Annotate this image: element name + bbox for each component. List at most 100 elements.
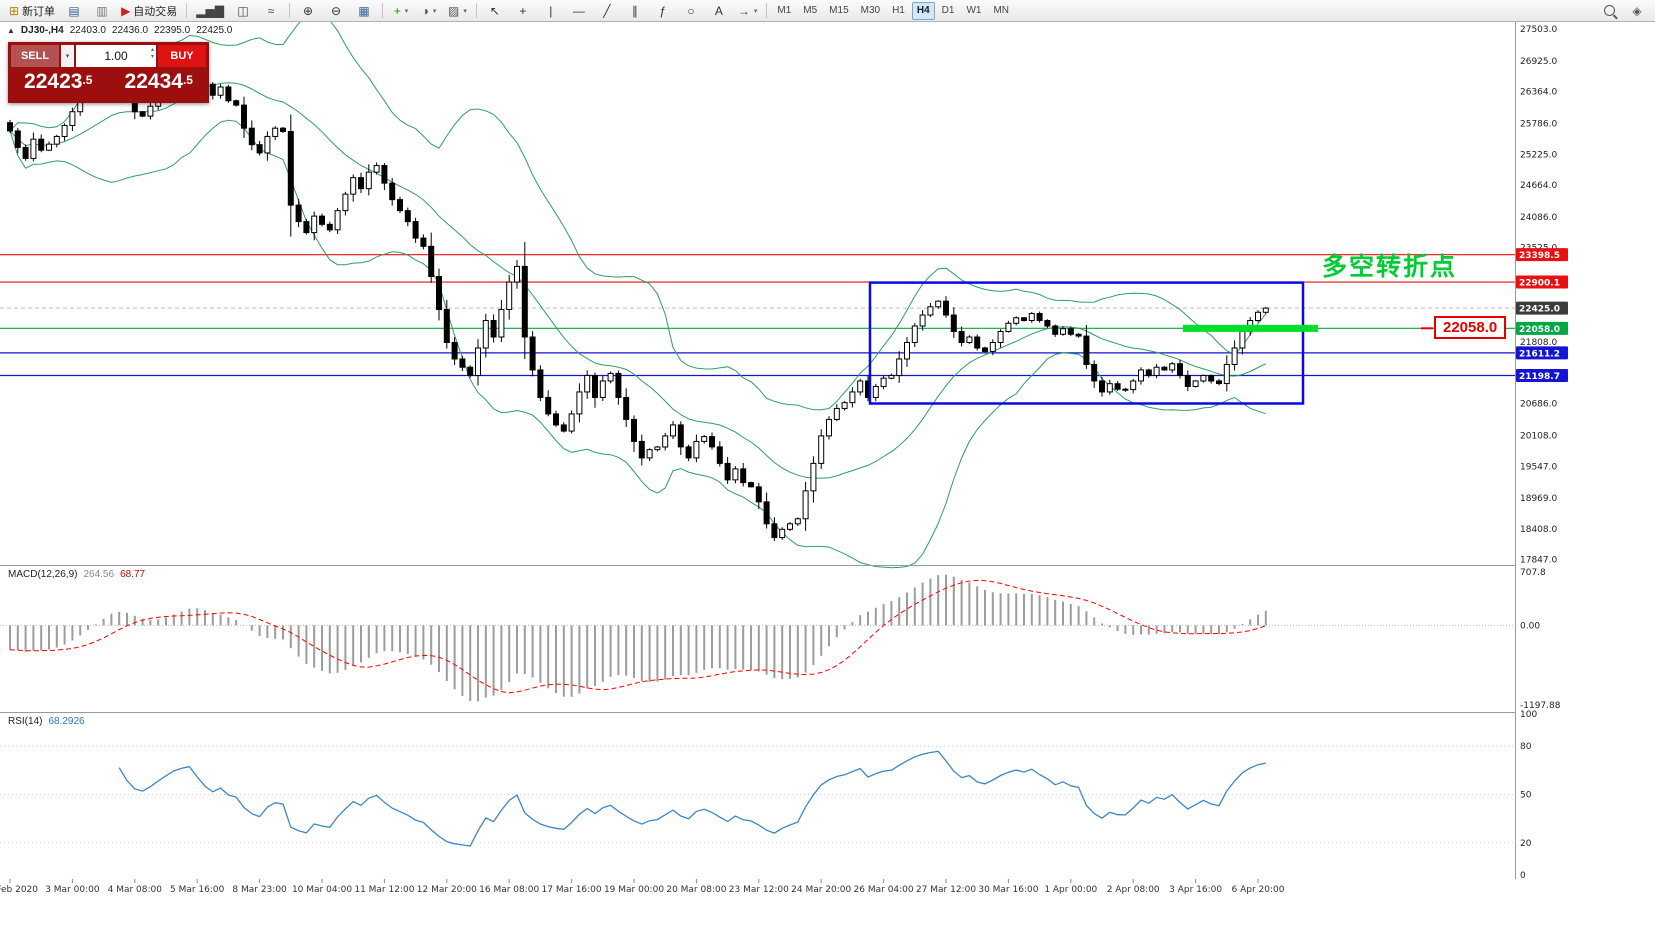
chart-window-button[interactable]: ▤	[61, 1, 87, 21]
candle-body	[1130, 380, 1137, 391]
candle-body	[1216, 380, 1222, 385]
profiles-button[interactable]: ▥	[89, 1, 115, 21]
horizontal-line-button[interactable]: —	[566, 1, 592, 21]
timeframe-M1[interactable]: M1	[777, 5, 792, 16]
new-order-button[interactable]: ⊞ 新订单	[5, 1, 59, 21]
candle-body	[22, 146, 29, 159]
toolbar-separator	[766, 3, 768, 18]
candle-body	[1052, 325, 1059, 335]
candle-body	[365, 171, 372, 190]
zoom-out-button[interactable]: ⊖	[323, 1, 349, 21]
candle-body	[319, 215, 325, 225]
rsi-axis-80: 80	[1520, 742, 1532, 752]
templates-icon: ▨	[447, 3, 460, 18]
candle-body	[514, 265, 520, 283]
templates-caret-icon: ▾	[463, 7, 467, 15]
candle-body	[397, 199, 403, 212]
search-icon	[1603, 5, 1615, 16]
macd-histogram	[9, 574, 1267, 702]
candle-body	[794, 518, 801, 525]
candle-body	[420, 237, 427, 247]
one-click-collapse-icon[interactable]: ▲	[7, 26, 15, 35]
fibonacci-button[interactable]: ƒ	[650, 1, 676, 21]
trendline-button[interactable]: ╱	[594, 1, 620, 21]
arrows-icon: →	[737, 3, 750, 18]
chart-canvas[interactable]: 27503.0 26925.0 26364.0 25786.0 25225.0 24664…	[0, 22, 1655, 945]
volume-down-arrow[interactable]: ▾	[150, 54, 154, 61]
periods-button[interactable]: ◑ ▾	[416, 1, 442, 21]
toolbar-right: ◈	[1595, 1, 1651, 21]
candle-body	[373, 165, 380, 173]
time-label: 3 Apr 16:00	[1169, 885, 1222, 895]
grid-layout-icon: ◈	[1632, 3, 1642, 18]
candle-body	[7, 122, 13, 132]
timeframe-M15[interactable]: M15	[829, 5, 849, 16]
bar-chart-button[interactable]: ▂▅▇	[192, 1, 228, 21]
timeframe-H4[interactable]: H4	[911, 1, 935, 20]
rsi-axis-20: 20	[1520, 839, 1532, 849]
volume-up-arrow[interactable]: ▴	[150, 47, 154, 53]
timeframe-H1[interactable]: H1	[892, 5, 905, 16]
candle-body	[412, 221, 419, 239]
candle-body	[740, 468, 747, 484]
volume-input[interactable]: 1.00 ▴ ▾	[76, 45, 156, 67]
zoom-in-button[interactable]: ⊕	[295, 1, 321, 21]
candle-chart-button[interactable]: ◫	[230, 1, 256, 21]
timeframe-M30[interactable]: M30	[860, 5, 881, 16]
timeframe-W1[interactable]: W1	[966, 5, 982, 16]
vertical-line-icon: |	[549, 3, 553, 18]
candle-body	[139, 111, 146, 117]
chart-window-icon: ▤	[68, 3, 80, 18]
price-axis[interactable]	[1516, 22, 1655, 879]
arrows-button[interactable]: → ▾	[734, 1, 762, 21]
candle-body	[272, 127, 279, 137]
sell-button[interactable]: SELL	[11, 45, 59, 67]
timeframe-MN[interactable]: MN	[993, 5, 1010, 16]
tile-windows-button[interactable]: ▦	[351, 1, 377, 21]
candle-body	[763, 501, 770, 525]
text-button[interactable]: A	[706, 1, 732, 21]
candle-body	[732, 468, 739, 481]
sell-price-display: 22423.5	[24, 70, 93, 93]
indicators-button[interactable]: + ▾	[388, 1, 414, 21]
vertical-line-button[interactable]: |	[538, 1, 564, 21]
candlestick-series	[7, 46, 1269, 541]
candle-body	[810, 462, 817, 492]
equidistant-channel-icon: ∥	[631, 3, 638, 18]
candle-body	[1106, 383, 1113, 393]
candle-body	[1091, 363, 1098, 382]
timeframe-M5[interactable]: M5	[803, 5, 818, 16]
candle-body	[436, 276, 442, 311]
candle-body	[677, 424, 684, 448]
line-chart-button[interactable]: ≈	[258, 1, 284, 21]
price-tick-21808.0: 21808.0	[1520, 338, 1557, 348]
price-marker-22058.0	[1516, 321, 1568, 335]
candle-body	[1145, 369, 1152, 376]
auto-trading-button[interactable]: ▶ 自动交易	[117, 1, 181, 21]
order-type-dropdown[interactable]: ▾	[61, 45, 74, 67]
ellipse-button[interactable]: ○	[678, 1, 704, 21]
search-button[interactable]	[1596, 1, 1622, 21]
time-axis[interactable]	[0, 879, 1655, 897]
crosshair-button[interactable]: +	[510, 1, 536, 21]
price-callout[interactable]: 22058.0	[1434, 316, 1507, 339]
equidistant-channel-button[interactable]: ∥	[622, 1, 648, 21]
candle-body	[428, 245, 435, 278]
buy-button[interactable]: BUY	[158, 45, 206, 67]
candle-body	[334, 210, 341, 231]
candle-body	[1021, 317, 1027, 322]
consolidation-rectangle[interactable]	[868, 281, 1305, 405]
grid-layout-button[interactable]: ◈	[1624, 1, 1650, 21]
timeframe-D1[interactable]: D1	[941, 5, 955, 16]
rsi-name: RSI(14)	[8, 716, 43, 727]
candle-body	[693, 440, 700, 459]
cursor-button[interactable]: ↖	[482, 1, 508, 21]
bollinger-middle	[9, 82, 1267, 479]
price-tick-25786.0: 25786.0	[1520, 119, 1557, 129]
macd-axis-min: -1197.88	[1520, 701, 1561, 711]
turning-point-note[interactable]: 多空转折点	[1322, 253, 1458, 281]
templates-button[interactable]: ▨ ▾	[444, 1, 471, 21]
price-tick-17847.0: 17847.0	[1520, 556, 1557, 566]
candle-body	[1005, 322, 1012, 333]
candle-body	[623, 396, 630, 420]
